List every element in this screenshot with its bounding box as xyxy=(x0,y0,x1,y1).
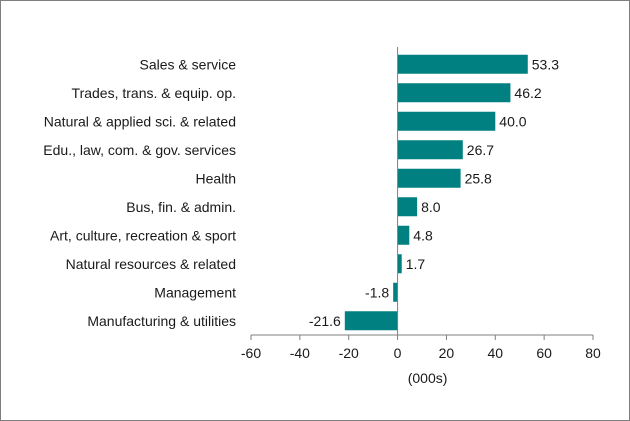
value-label: 53.3 xyxy=(532,56,559,72)
category-label: Edu., law, com. & gov. services xyxy=(43,142,236,158)
x-tick-label: 60 xyxy=(536,345,552,361)
category-label: Natural & applied sci. & related xyxy=(44,113,236,129)
x-tick-label: -40 xyxy=(290,345,310,361)
value-label: 46.2 xyxy=(514,85,541,101)
bar xyxy=(397,140,463,160)
bar xyxy=(397,254,402,274)
value-label: 4.8 xyxy=(413,227,433,243)
x-tick-label: 0 xyxy=(394,345,402,361)
value-label: 8.0 xyxy=(421,199,441,215)
bar xyxy=(397,54,528,74)
category-label: Manufacturing & utilities xyxy=(87,313,236,329)
value-label: -21.6 xyxy=(309,313,341,329)
x-tick-label: 40 xyxy=(487,345,503,361)
x-tick-label: 20 xyxy=(439,345,455,361)
x-tick-label: -60 xyxy=(241,345,261,361)
category-label: Natural resources & related xyxy=(66,256,236,272)
category-label: Management xyxy=(154,284,236,300)
category-labels: Sales & service Trades, trans. & equip. o… xyxy=(43,56,236,329)
value-label: 40.0 xyxy=(499,113,526,129)
bar xyxy=(344,311,398,331)
bar xyxy=(397,83,511,103)
bar xyxy=(397,197,418,217)
category-label: Art, culture, recreation & sport xyxy=(50,227,236,243)
value-label: -1.8 xyxy=(365,284,389,300)
bar xyxy=(393,282,398,302)
value-label: 26.7 xyxy=(467,142,494,158)
axes-group: -60 -40 -20 0 20 40 60 80 xyxy=(241,47,601,361)
category-label: Sales & service xyxy=(140,56,237,72)
category-label: Bus, fin. & admin. xyxy=(126,199,236,215)
bars-group xyxy=(344,54,528,331)
category-label: Health xyxy=(196,170,236,186)
value-label: 25.8 xyxy=(465,170,492,186)
bar xyxy=(397,111,496,131)
bar xyxy=(397,225,410,245)
value-label: 1.7 xyxy=(406,256,426,272)
bar xyxy=(397,168,461,188)
x-tick-label: 80 xyxy=(585,345,601,361)
value-labels: 53.3 46.2 40.0 26.7 25.8 8.0 4.8 1.7 -1.8 -21.6 xyxy=(309,56,559,329)
x-tick-label: -20 xyxy=(339,345,359,361)
category-label: Trades, trans. & equip. op. xyxy=(72,85,236,101)
x-axis-title: (000s) xyxy=(408,370,448,386)
